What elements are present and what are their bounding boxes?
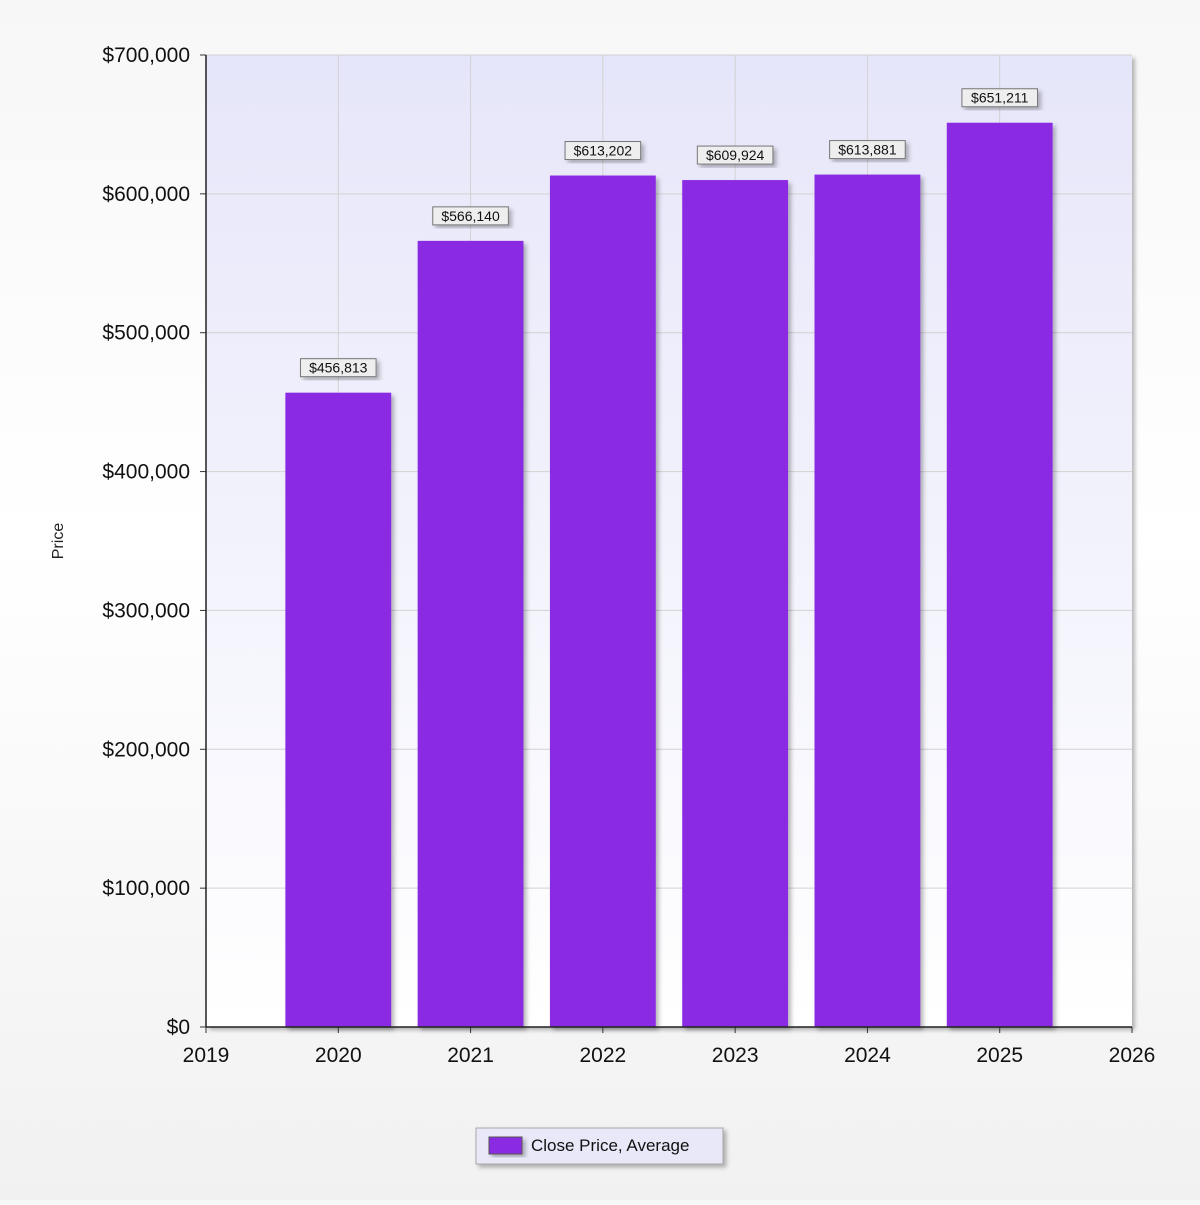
x-tick-label: 2026 <box>1109 1044 1156 1067</box>
bar <box>814 174 921 1027</box>
bar <box>946 122 1053 1027</box>
x-tick-label: 2020 <box>315 1044 362 1067</box>
y-tick-label: $500,000 <box>102 322 190 345</box>
bar <box>549 175 656 1028</box>
legend-label: Close Price, Average <box>531 1136 689 1155</box>
y-tick-label: $0 <box>167 1016 190 1039</box>
data-label-box <box>961 88 1039 108</box>
data-label-box <box>564 141 642 161</box>
y-tick-label: $400,000 <box>102 461 190 484</box>
data-label: $609,924 <box>706 147 765 163</box>
bar <box>417 240 524 1028</box>
data-label-box <box>696 145 774 165</box>
data-label: $651,211 <box>971 90 1029 106</box>
y-tick-label: $700,000 <box>102 44 190 67</box>
y-tick-label: $600,000 <box>102 183 190 206</box>
data-label: $566,140 <box>441 208 500 224</box>
y-tick-label: $300,000 <box>102 599 190 622</box>
data-label: $456,813 <box>309 360 368 376</box>
bars <box>285 122 1053 1028</box>
data-label-box <box>432 206 509 226</box>
y-axis-title: Price <box>50 523 67 560</box>
y-tick-label: $100,000 <box>102 877 190 900</box>
bar <box>682 180 789 1027</box>
legend: Close Price, Average <box>475 1127 724 1165</box>
data-label-box <box>829 140 906 160</box>
x-tick-label: 2019 <box>183 1044 230 1067</box>
data-label-box <box>299 358 377 378</box>
axes: $0 $100,000 $200,000 $300,000 $400,000 $500,0… <box>102 44 1155 1067</box>
x-tick-label: 2023 <box>712 1044 759 1067</box>
x-tick-label: 2024 <box>844 1044 891 1067</box>
y-tick-label: $200,000 <box>102 738 190 761</box>
data-labels: $456,813 $566,140 $613,202 $609,924 $613,881… <box>299 88 1039 378</box>
data-label: $613,881 <box>838 142 897 158</box>
x-tick-label: 2025 <box>976 1044 1023 1067</box>
data-label: $613,202 <box>574 143 633 159</box>
bar <box>285 392 392 1028</box>
x-tick-label: 2021 <box>447 1044 494 1067</box>
legend-swatch <box>488 1136 523 1155</box>
x-tick-label: 2022 <box>579 1044 626 1067</box>
